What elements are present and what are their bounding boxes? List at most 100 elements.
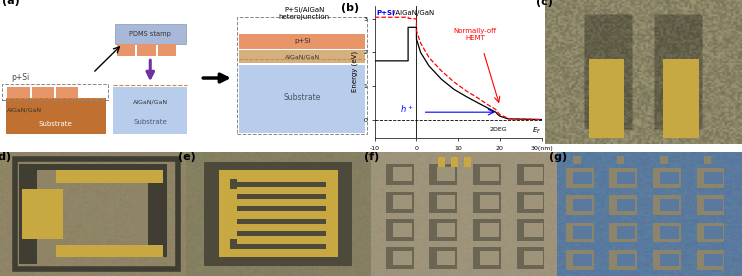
Polygon shape [617, 172, 635, 184]
Polygon shape [524, 251, 542, 265]
FancyBboxPatch shape [704, 156, 712, 164]
FancyBboxPatch shape [574, 156, 581, 164]
Text: p+Si: p+Si [11, 73, 30, 82]
FancyBboxPatch shape [137, 44, 156, 55]
Polygon shape [19, 164, 167, 264]
Polygon shape [697, 168, 724, 188]
Text: Substrate: Substrate [134, 119, 167, 125]
Polygon shape [617, 199, 635, 211]
Polygon shape [516, 247, 545, 269]
FancyBboxPatch shape [240, 50, 366, 63]
Polygon shape [565, 195, 594, 215]
Text: $h^+$: $h^+$ [400, 104, 413, 115]
Polygon shape [516, 219, 545, 241]
Polygon shape [609, 250, 637, 270]
Text: (f): (f) [364, 152, 379, 162]
FancyBboxPatch shape [56, 245, 163, 257]
FancyBboxPatch shape [115, 24, 186, 44]
FancyBboxPatch shape [451, 157, 459, 167]
Polygon shape [704, 254, 723, 266]
Polygon shape [37, 174, 148, 254]
Polygon shape [609, 195, 637, 215]
Polygon shape [473, 192, 501, 213]
Polygon shape [565, 250, 594, 270]
Text: /AlGaN/GaN: /AlGaN/GaN [393, 10, 435, 15]
FancyBboxPatch shape [237, 187, 326, 194]
Polygon shape [481, 223, 499, 237]
FancyBboxPatch shape [237, 236, 326, 244]
FancyBboxPatch shape [56, 170, 163, 183]
Text: Substrate: Substrate [283, 93, 321, 102]
Polygon shape [697, 222, 724, 242]
FancyBboxPatch shape [660, 156, 668, 164]
Polygon shape [574, 199, 592, 211]
FancyBboxPatch shape [230, 179, 326, 249]
Polygon shape [430, 192, 457, 213]
Polygon shape [660, 199, 679, 211]
Polygon shape [481, 195, 499, 209]
Text: (g): (g) [549, 152, 567, 162]
Y-axis label: Energy (eV): Energy (eV) [351, 51, 358, 92]
Polygon shape [617, 226, 635, 239]
FancyBboxPatch shape [663, 59, 699, 138]
Polygon shape [653, 168, 681, 188]
FancyBboxPatch shape [6, 97, 106, 134]
Polygon shape [697, 250, 724, 270]
Polygon shape [565, 222, 594, 242]
Polygon shape [386, 164, 414, 185]
FancyBboxPatch shape [237, 174, 326, 182]
Polygon shape [437, 223, 456, 237]
Polygon shape [430, 219, 457, 241]
Polygon shape [516, 192, 545, 213]
FancyBboxPatch shape [617, 156, 624, 164]
Text: AlGaN/GaN: AlGaN/GaN [7, 107, 42, 112]
FancyBboxPatch shape [31, 87, 54, 97]
Polygon shape [565, 168, 594, 188]
Polygon shape [473, 164, 501, 185]
FancyBboxPatch shape [464, 157, 471, 167]
Polygon shape [660, 254, 679, 266]
FancyBboxPatch shape [240, 34, 366, 49]
Polygon shape [660, 226, 679, 239]
FancyBboxPatch shape [237, 199, 326, 206]
FancyBboxPatch shape [204, 162, 352, 266]
Polygon shape [609, 168, 637, 188]
Polygon shape [393, 195, 412, 209]
Text: P+Si/AlGaN
heterojunction: P+Si/AlGaN heterojunction [279, 7, 329, 20]
Polygon shape [481, 251, 499, 265]
Polygon shape [437, 251, 456, 265]
Text: AlGaN/GaN: AlGaN/GaN [133, 100, 168, 105]
Polygon shape [437, 195, 456, 209]
Polygon shape [393, 251, 412, 265]
Text: (c): (c) [536, 0, 552, 7]
Text: PDMS stamp: PDMS stamp [129, 31, 171, 37]
Polygon shape [697, 195, 724, 215]
Polygon shape [437, 167, 456, 181]
Polygon shape [574, 254, 592, 266]
Polygon shape [516, 164, 545, 185]
FancyBboxPatch shape [219, 170, 338, 257]
Text: Substrate: Substrate [39, 121, 73, 127]
Polygon shape [574, 226, 592, 239]
Polygon shape [386, 219, 414, 241]
Text: Normally-off
HEMT: Normally-off HEMT [453, 28, 496, 41]
FancyBboxPatch shape [438, 157, 445, 167]
Polygon shape [704, 199, 723, 211]
Polygon shape [386, 247, 414, 269]
FancyBboxPatch shape [221, 189, 237, 239]
Text: AlGaN/GaN: AlGaN/GaN [285, 54, 320, 59]
FancyBboxPatch shape [237, 211, 326, 219]
Text: P+Si: P+Si [377, 10, 395, 15]
Polygon shape [704, 172, 723, 184]
Polygon shape [617, 254, 635, 266]
Polygon shape [481, 167, 499, 181]
Text: (d): (d) [0, 152, 10, 162]
Text: (a): (a) [2, 0, 19, 6]
Polygon shape [609, 222, 637, 242]
Polygon shape [574, 172, 592, 184]
FancyBboxPatch shape [22, 189, 63, 239]
Polygon shape [524, 167, 542, 181]
FancyBboxPatch shape [158, 44, 177, 55]
Polygon shape [473, 247, 501, 269]
FancyBboxPatch shape [113, 87, 187, 134]
